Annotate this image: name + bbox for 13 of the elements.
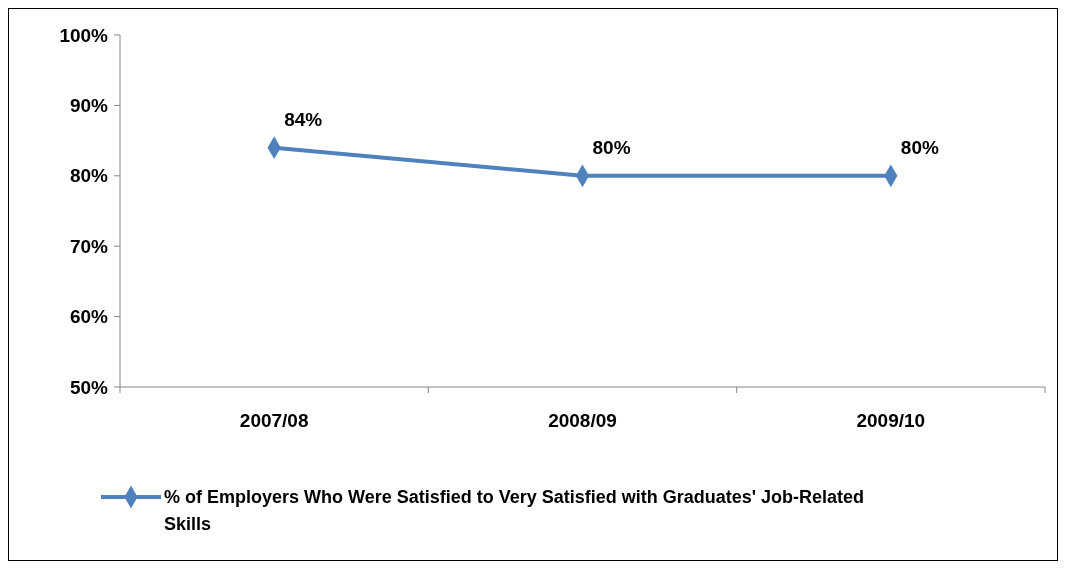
data-label: 84% [284, 108, 323, 130]
x-tick-label: 2007/08 [239, 410, 309, 431]
data-label: 80% [592, 136, 631, 158]
y-tick-label: 80% [69, 165, 109, 187]
x-tick-label: 2008/09 [548, 410, 617, 431]
y-tick-label: 100% [59, 24, 109, 46]
y-tick-label: 90% [69, 95, 109, 117]
legend-label: % of Employers Who Were Satisfied to Very Satisfied with Graduates' Job-Related Skills [164, 487, 865, 535]
y-tick-label: 50% [69, 376, 109, 398]
y-tick-label: 70% [69, 235, 109, 257]
data-label: 80% [900, 136, 939, 158]
y-tick-label: 60% [69, 306, 109, 328]
x-tick-label: 2009/10 [856, 410, 926, 431]
